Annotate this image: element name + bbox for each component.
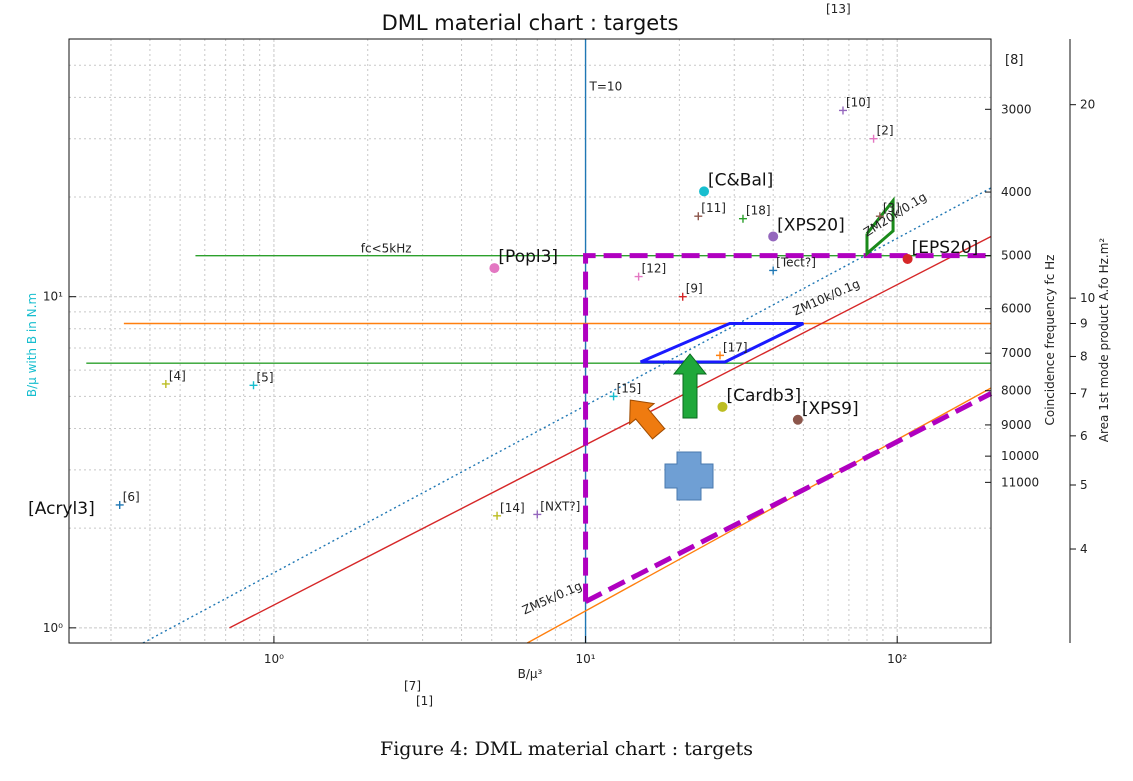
point-label: [Tect?] bbox=[776, 255, 816, 269]
right-axis-2-tick-label: 10 bbox=[1080, 291, 1095, 305]
right-tick-label: 4000 bbox=[1001, 185, 1032, 199]
x-tick-label: 10¹ bbox=[576, 652, 596, 666]
point-label: [5] bbox=[257, 370, 274, 384]
point-label: [14] bbox=[500, 501, 525, 515]
right-tick-label: 11000 bbox=[1001, 475, 1039, 489]
point-marker bbox=[678, 292, 687, 301]
region-target-dashed-lower bbox=[584, 391, 993, 604]
point-label: [4] bbox=[169, 369, 186, 383]
right-axis-2-label: Area 1st mode product A.fo Hz.m² bbox=[1097, 238, 1111, 443]
right-tick-label: 3000 bbox=[1001, 102, 1032, 116]
annotation-label: fc<5kHz bbox=[361, 241, 412, 255]
point-marker bbox=[769, 266, 778, 275]
y-axis-ticks: 10⁰ 10¹ bbox=[43, 290, 76, 635]
plus-shape-icon bbox=[664, 451, 714, 501]
point-marker bbox=[717, 401, 728, 412]
x-axis-label: B/μ³ bbox=[518, 667, 543, 681]
region-target-dashed bbox=[583, 253, 991, 602]
point-marker bbox=[792, 414, 803, 425]
point-marker bbox=[634, 272, 643, 281]
outside-label-8: [8] bbox=[1005, 53, 1023, 68]
point-label: [EPS20] bbox=[912, 238, 979, 258]
point-label: [17] bbox=[723, 340, 748, 354]
right-axis-2-tick-label: 8 bbox=[1080, 349, 1088, 363]
point-marker bbox=[699, 186, 710, 197]
right-axis-area: 20 10 9 8 7 6 5 4 bbox=[1069, 39, 1095, 643]
plot-frame bbox=[68, 38, 992, 644]
figure-caption: Figure 4: DML material chart : targets bbox=[380, 738, 753, 760]
point-marker bbox=[694, 212, 703, 221]
point-label: [6] bbox=[123, 490, 140, 504]
right-tick-label: 9000 bbox=[1001, 418, 1032, 432]
right-axis-2-tick-label: 6 bbox=[1080, 429, 1088, 443]
point-label: [XPS20] bbox=[777, 215, 845, 235]
grid-lines bbox=[69, 38, 992, 644]
right-axis-2-tick-label: 5 bbox=[1080, 478, 1088, 492]
right-axis-frequency: 3000 4000 5000 6000 7000 8000 9000 10000 11000 bbox=[985, 102, 1039, 489]
point-label: [18] bbox=[746, 204, 771, 218]
point-marker bbox=[869, 134, 878, 143]
point-label: [2] bbox=[877, 124, 894, 138]
right-tick-label: 6000 bbox=[1001, 302, 1032, 316]
right-tick-label: 10000 bbox=[1001, 449, 1039, 463]
point-marker bbox=[738, 214, 747, 223]
point-marker bbox=[115, 500, 124, 509]
point-marker bbox=[715, 351, 724, 360]
series-line bbox=[229, 235, 992, 629]
right-tick-label: 5000 bbox=[1001, 249, 1032, 263]
point-marker bbox=[161, 379, 170, 388]
annotation-label: ZM10k/0.1g bbox=[791, 276, 862, 318]
point-label: [10] bbox=[846, 95, 871, 109]
right-axis-2-tick-label: 4 bbox=[1080, 542, 1088, 556]
green-arrow-icon bbox=[672, 353, 708, 419]
y-tick-label: 10¹ bbox=[43, 290, 63, 304]
point-label: [15] bbox=[617, 381, 642, 395]
point-marker bbox=[768, 231, 779, 242]
y-tick-label: 10⁰ bbox=[43, 621, 63, 635]
x-tick-label: 10⁰ bbox=[264, 652, 284, 666]
point-label: [XPS9] bbox=[802, 399, 859, 419]
right-axis-2-tick-label: 20 bbox=[1080, 98, 1095, 112]
outside-label-13: [13] bbox=[826, 2, 851, 16]
point-label: [11] bbox=[701, 201, 726, 215]
series-lines bbox=[86, 39, 992, 644]
right-axis-2-tick-label: 9 bbox=[1080, 316, 1088, 330]
point-marker bbox=[875, 212, 884, 221]
point-marker bbox=[838, 106, 847, 115]
series-line bbox=[526, 387, 992, 644]
annotation-label: ZM5k/0.1g bbox=[520, 579, 584, 618]
x-axis-ticks: 10⁰ 10¹ 10² bbox=[264, 636, 907, 666]
point-label: [Acryl3] bbox=[28, 499, 95, 519]
right-axis-2-tick-label: 7 bbox=[1080, 387, 1088, 401]
right-tick-label: 8000 bbox=[1001, 384, 1032, 398]
right-tick-label: 7000 bbox=[1001, 346, 1032, 360]
data-points: [6] [4] [5] [Popl3] [14] [NXT?] [15] [12] [9] [11… bbox=[28, 95, 979, 520]
outside-label-1: [1] bbox=[416, 694, 433, 708]
point-marker bbox=[609, 392, 618, 401]
point-marker bbox=[533, 510, 542, 519]
point-label: [9] bbox=[686, 282, 703, 296]
point-marker bbox=[249, 381, 258, 390]
series-line bbox=[142, 187, 992, 644]
point-marker bbox=[489, 263, 500, 274]
point-label: [Cardb3] bbox=[726, 386, 801, 406]
point-label: [NXT?] bbox=[540, 499, 580, 513]
point-label: [C&Bal] bbox=[708, 170, 773, 190]
annotation-label: T=10 bbox=[589, 79, 623, 93]
orange-arrow-icon bbox=[629, 399, 666, 440]
point-label: [12] bbox=[642, 262, 667, 276]
right-axis-1-label: Coincidence frequency fc Hz bbox=[1043, 255, 1057, 426]
region-green-zone bbox=[865, 196, 895, 257]
point-marker bbox=[493, 511, 502, 520]
x-tick-label: 10² bbox=[887, 652, 907, 666]
outside-label-7: [7] bbox=[404, 679, 421, 693]
y-axis-label: B/μ with B in N.m bbox=[25, 293, 39, 397]
chart-title: DML material chart : targets bbox=[382, 11, 679, 35]
point-label: [Popl3] bbox=[498, 247, 558, 267]
point-label: [3] bbox=[883, 201, 900, 215]
point-marker bbox=[902, 253, 913, 264]
